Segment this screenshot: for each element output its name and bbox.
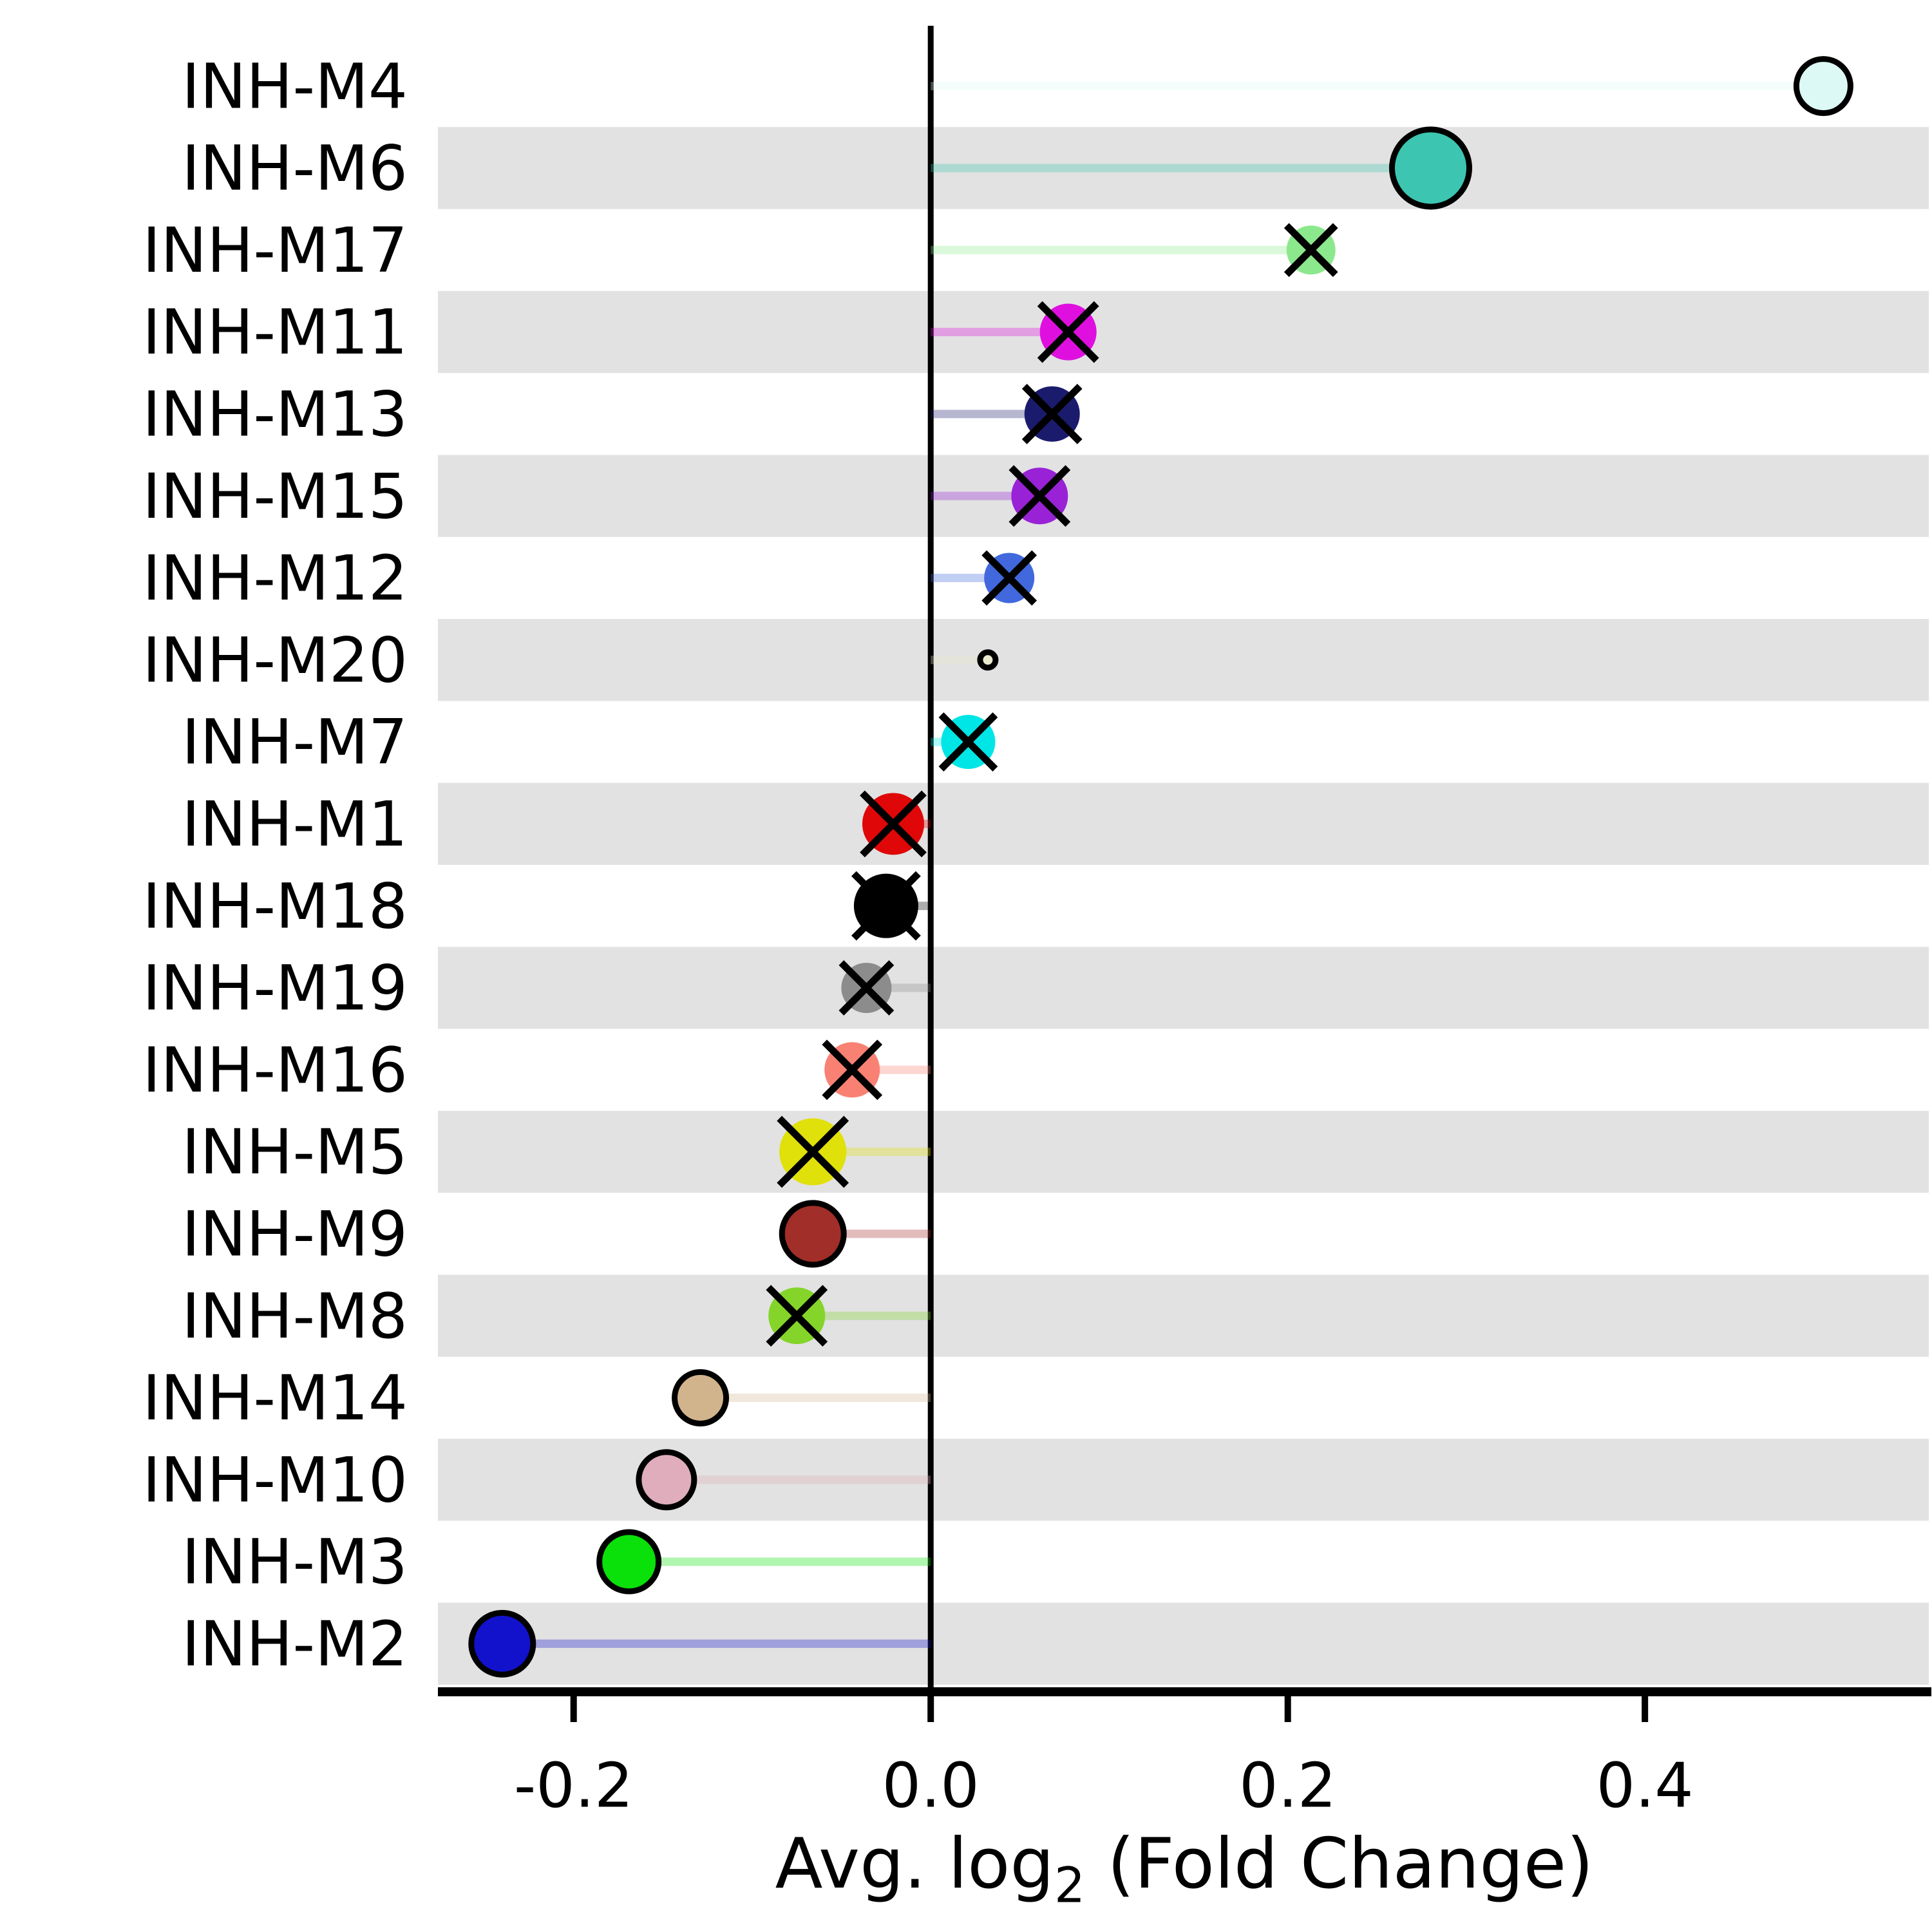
row-band <box>438 947 1929 1029</box>
stem <box>931 328 1068 337</box>
x-mark <box>766 1285 828 1347</box>
x-axis-tick-label: 0.0 <box>882 1750 980 1821</box>
y-axis-label: INH-M4 <box>182 50 408 122</box>
x-axis-tick-label: -0.2 <box>514 1750 633 1821</box>
x-mark <box>822 1039 883 1101</box>
data-point-dot <box>779 1200 847 1268</box>
row-band <box>438 1110 1929 1193</box>
row-band <box>438 1274 1929 1357</box>
data-point-dot <box>596 1529 662 1595</box>
row-band <box>438 619 1929 701</box>
y-axis-label: INH-M18 <box>142 870 408 942</box>
y-axis-label: INH-M1 <box>182 788 408 860</box>
x-axis-layer: -0.2 0.0 0.2 0.4 <box>438 1687 1931 1821</box>
row-band <box>438 782 1929 865</box>
stem <box>700 1393 931 1402</box>
y-axis-label: INH-M8 <box>182 1280 408 1352</box>
x-mark <box>851 871 921 941</box>
zero-line-layer <box>927 26 934 1696</box>
y-axis-label: INH-M19 <box>142 952 408 1025</box>
data-point-dot <box>636 1449 697 1511</box>
x-axis-title: Avg. log2 (Fold Change) <box>438 1824 1931 1914</box>
y-axis-label: INH-M12 <box>142 542 408 614</box>
y-axis-label: INH-M10 <box>142 1444 408 1516</box>
stem <box>931 82 1824 91</box>
row-band <box>438 127 1929 209</box>
row-band <box>438 455 1929 537</box>
x-axis-title-subscript: 2 <box>1054 1857 1086 1914</box>
stem <box>931 245 1311 254</box>
y-axis-label: INH-M5 <box>182 1116 408 1188</box>
y-axis-label: INH-M13 <box>142 378 408 450</box>
data-point-dot <box>977 649 999 671</box>
data-point-dot <box>1793 56 1853 117</box>
data-point-dot <box>1388 126 1472 210</box>
x-axis-tick-label: 0.4 <box>1596 1750 1694 1821</box>
x-axis-tick <box>570 1696 577 1722</box>
stem <box>931 656 988 665</box>
x-axis-spine <box>438 1687 1931 1696</box>
zero-line <box>927 26 934 1696</box>
x-mark <box>777 1115 849 1188</box>
x-mark <box>981 550 1037 606</box>
x-mark <box>1283 223 1338 278</box>
stem <box>931 410 1052 419</box>
x-mark <box>1021 383 1083 444</box>
x-mark <box>860 790 927 858</box>
data-point-dot <box>468 1609 536 1678</box>
data-point-dot <box>672 1368 730 1426</box>
x-axis-title-suffix: (Fold Change) <box>1085 1824 1594 1904</box>
x-axis-title-prefix: Avg. log <box>775 1824 1054 1904</box>
y-axis-label: INH-M11 <box>142 296 408 368</box>
x-mark <box>838 960 895 1016</box>
dots-layer <box>468 56 1853 1678</box>
y-axis-label: INH-M16 <box>142 1034 408 1106</box>
y-axis-label: INH-M3 <box>182 1526 408 1598</box>
x-axis-tick-label: 0.2 <box>1239 1750 1336 1821</box>
y-axis-label: INH-M2 <box>182 1608 408 1680</box>
x-mark <box>1009 465 1071 527</box>
x-mark <box>1037 301 1099 363</box>
y-axis-label: INH-M6 <box>182 133 408 205</box>
stem <box>931 164 1431 173</box>
y-axis-label: INH-M14 <box>142 1362 408 1434</box>
x-axis-tick <box>927 1696 934 1722</box>
row-band <box>438 1602 1929 1685</box>
x-mark <box>938 712 998 772</box>
y-axis-label: INH-M9 <box>182 1198 408 1270</box>
stem <box>666 1475 931 1484</box>
row-band <box>438 290 1929 374</box>
y-axis-label: INH-M7 <box>182 706 408 779</box>
y-axis-label: INH-M15 <box>142 460 408 533</box>
y-axis-labels-layer: INH-M4 INH-M6 INH-M17 INH-M11 INH-M13 INH-M15… <box>142 50 408 1680</box>
stem <box>502 1639 931 1648</box>
stem <box>797 1311 931 1320</box>
y-axis-label: INH-M17 <box>142 214 408 287</box>
x-axis-tick <box>1284 1696 1291 1722</box>
x-axis-tick <box>1642 1696 1649 1722</box>
stem <box>629 1557 931 1566</box>
y-axis-label: INH-M20 <box>142 624 408 696</box>
